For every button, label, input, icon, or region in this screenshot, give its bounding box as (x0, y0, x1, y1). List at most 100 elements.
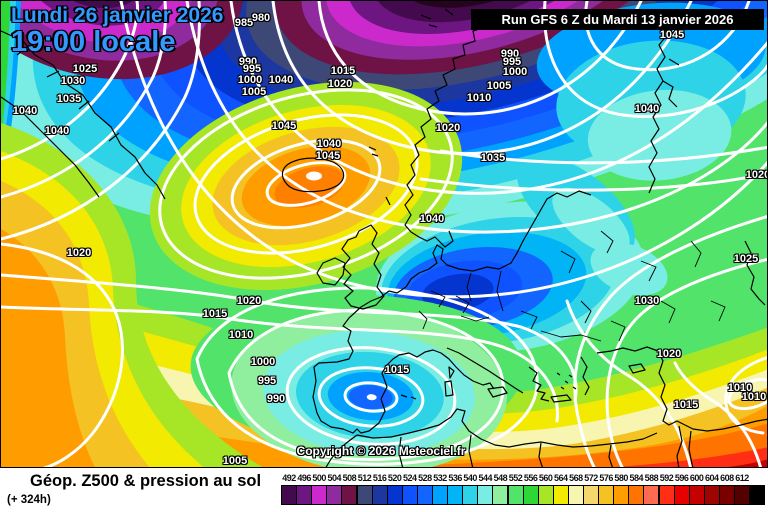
map-title: Géop. Z500 & pression au sol (30, 472, 262, 490)
pressure-label: 1020 (66, 247, 92, 259)
weather-map: 985 980 990 995 1000 1040 1005 1025 1030 1035 1040… (0, 0, 768, 468)
legend-value: 552 (508, 473, 523, 483)
legend-value: 568 (569, 473, 583, 483)
legend-value: 608 (720, 473, 734, 483)
coastlines (1, 8, 767, 467)
pressure-label: 1025 (733, 253, 759, 265)
legend-color-swatch (371, 485, 388, 505)
pressure-label: 1015 (673, 399, 699, 411)
forecast-time: 19:00 locale (11, 26, 176, 59)
pressure-label: 1020 (656, 348, 682, 360)
pressure-label: 1000 (502, 66, 528, 78)
pressure-label: 1045 (659, 29, 685, 41)
legend-color-swatch (688, 485, 705, 505)
iceland-icecap (306, 171, 322, 181)
legend-color-swatch (296, 485, 313, 505)
legend-color-swatch (628, 485, 645, 505)
legend-value: 592 (659, 473, 674, 483)
legend-color-swatch (281, 485, 298, 505)
footer-bar: Géop. Z500 & pression au sol (+ 324h) 49… (0, 468, 768, 512)
legend-value: 576 (599, 473, 613, 483)
legend-value: 536 (448, 473, 462, 483)
legend-value: 604 (705, 473, 719, 483)
pressure-label: 1020 (435, 122, 461, 134)
legend-value: 596 (674, 473, 689, 483)
pressure-label: 1010 (228, 329, 254, 341)
legend-value: 500 (312, 473, 326, 483)
legend-value: 504 (327, 473, 342, 483)
legend-color-swatch (326, 485, 343, 505)
legend-value: 528 (418, 473, 432, 483)
legend-color-swatch (416, 485, 433, 505)
legend-value: 524 (403, 473, 417, 483)
legend-value: 516 (372, 473, 387, 483)
legend-color-swatch (447, 485, 464, 505)
legend-color-swatch (462, 485, 479, 505)
legend-value: 520 (387, 473, 402, 483)
pressure-label: 1040 (44, 125, 70, 137)
legend-color-swatch (401, 485, 418, 505)
legend-color-swatch (356, 485, 373, 505)
pressure-label: 1000 (250, 356, 276, 368)
legend-color-swatch (734, 485, 751, 505)
legend-color-swatch (432, 485, 449, 505)
pressure-label: 1030 (60, 75, 86, 87)
pressure-label: 995 (257, 375, 277, 387)
legend-color-swatch (583, 485, 600, 505)
pressure-label: 1040 (634, 103, 660, 115)
pressure-label: 1045 (315, 150, 341, 162)
pressure-label: 995 (242, 63, 262, 75)
legend-value: 532 (433, 473, 447, 483)
pressure-label: 995 (502, 56, 522, 68)
run-info-box: Run GFS 6 Z du Mardi 13 janvier 2026 (471, 9, 764, 30)
pressure-label: 1040 (419, 213, 445, 225)
legend-value: 492 (282, 473, 296, 483)
legend-value: 540 (463, 473, 477, 483)
pressure-label: 1010 (466, 92, 492, 104)
legend-color-swatch (673, 485, 690, 505)
legend-value: 580 (614, 473, 628, 483)
pressure-label: 1015 (330, 65, 356, 77)
pressure-label: 1025 (72, 63, 98, 75)
legend-value: 508 (342, 473, 357, 483)
pressure-label: 980 (251, 12, 271, 24)
legend-value: 560 (538, 473, 553, 483)
pressure-label: 990 (500, 48, 520, 60)
isobar-lines (1, 1, 767, 467)
pressure-label: 1005 (222, 455, 248, 467)
forecast-date: Lundi 26 janvier 2026 (11, 4, 224, 27)
legend-color-swatch (507, 485, 524, 505)
pressure-label: 1030 (634, 295, 660, 307)
legend-color-swatch (522, 485, 539, 505)
legend-color-swatch (386, 485, 403, 505)
pressure-label: 985 (234, 17, 254, 29)
legend-color-swatch (567, 485, 584, 505)
pressure-label: 1010 (741, 391, 767, 403)
legend-color-swatch (492, 485, 509, 505)
pressure-label: 1035 (480, 152, 506, 164)
legend-value: 612 (735, 473, 749, 483)
pressure-label: 990 (266, 393, 286, 405)
pressure-label: 1040 (316, 138, 342, 150)
legend-color-swatch (703, 485, 720, 505)
pressure-label: 1005 (241, 86, 267, 98)
legend-value: 556 (523, 473, 538, 483)
pressure-label: 990 (238, 56, 258, 68)
legend-value: 588 (644, 473, 659, 483)
date-overlay: Lundi 26 janvier 2026 19:00 locale (11, 4, 224, 59)
contour-fill (1, 1, 767, 467)
legend-color-swatch (598, 485, 615, 505)
legend-value: 572 (584, 473, 598, 483)
copyright-text: Copyright © 2026 Meteociel.fr (296, 444, 466, 458)
pressure-label: 1010 (727, 382, 753, 394)
legend-color-swatch (749, 485, 766, 505)
legend-value: 584 (629, 473, 644, 483)
pressure-label: 1040 (12, 105, 38, 117)
pressure-label: 1040 (268, 74, 294, 86)
legend-value: 512 (357, 473, 372, 483)
forecast-range: (+ 324h) (7, 494, 51, 506)
legend-value: 600 (689, 473, 704, 483)
legend-color-swatch (658, 485, 675, 505)
legend-color-swatch (341, 485, 358, 505)
